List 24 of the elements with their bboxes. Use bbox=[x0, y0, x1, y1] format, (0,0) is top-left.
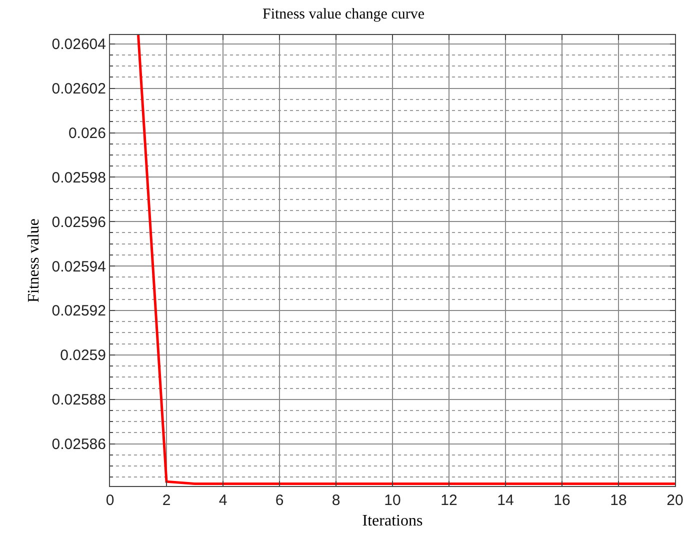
x-tick-label: 14 bbox=[497, 492, 514, 509]
y-tick-label: 0.02596 bbox=[52, 214, 106, 231]
x-tick-label: 0 bbox=[106, 492, 114, 509]
y-tick-label: 0.02604 bbox=[52, 36, 106, 54]
x-tick-label: 2 bbox=[162, 492, 171, 509]
y-tick-label: 0.02598 bbox=[52, 169, 106, 186]
y-tick-label: 0.02594 bbox=[52, 258, 106, 276]
x-tick-label: 10 bbox=[384, 492, 401, 509]
x-tick-label: 12 bbox=[440, 492, 458, 509]
x-axis-title: Iterations bbox=[362, 512, 423, 530]
x-tick-label: 16 bbox=[554, 492, 570, 509]
y-tick-label: 0.02602 bbox=[52, 80, 106, 98]
chart-title: Fitness value change curve bbox=[262, 6, 425, 23]
y-axis-title: Fitness value bbox=[26, 218, 43, 302]
x-tick-label: 18 bbox=[610, 492, 627, 509]
y-tick-label: 0.02588 bbox=[52, 392, 106, 409]
x-tick-label: 20 bbox=[666, 492, 684, 509]
y-tick-label: 0.02586 bbox=[52, 436, 106, 454]
y-tick-label: 0.02592 bbox=[52, 302, 106, 320]
y-tick-label: 0.0259 bbox=[60, 347, 106, 364]
x-tick-label: 8 bbox=[332, 492, 340, 509]
y-tick-label: 0.026 bbox=[68, 125, 106, 142]
x-tick-label: 4 bbox=[218, 492, 228, 509]
x-tick-label: 6 bbox=[275, 492, 284, 509]
